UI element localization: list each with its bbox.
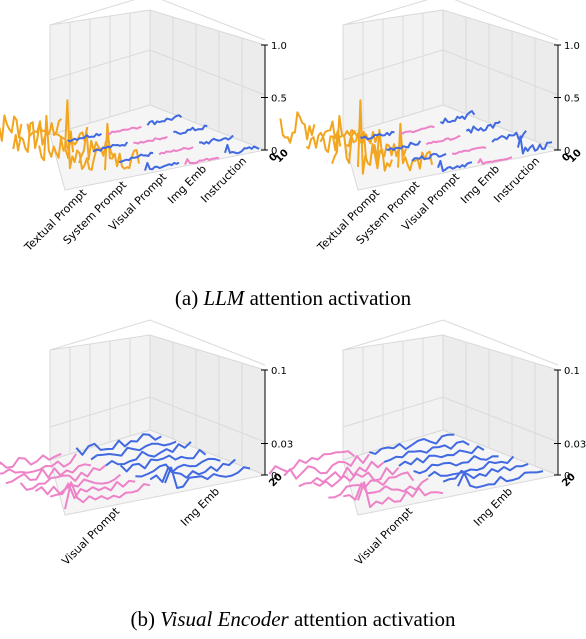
series-line [268,450,355,475]
series-line [283,453,370,480]
series-line [427,455,515,478]
series-line [386,140,422,151]
series-line [26,118,63,137]
series-line [328,471,415,499]
series-line [144,161,180,171]
series-line [319,120,356,143]
series-line [135,457,221,478]
series-line [397,122,433,172]
series-line [457,470,544,489]
series-line [75,433,162,456]
series-line [517,135,553,155]
series-line [371,129,408,162]
z-tick-label: 1.0 [271,41,287,52]
series-line [184,156,220,165]
series-line [66,132,102,143]
series-line [49,479,136,500]
series-line [360,130,395,141]
z-tick-label: 0.03 [564,440,586,451]
series-line [146,114,183,126]
series-line [90,440,177,461]
caption-b-italic: Visual Encoder [160,607,289,631]
caption-a-prefix: (a) [175,286,204,310]
z-tick-label: 1.0 [564,41,580,52]
series-line [0,114,23,142]
z-tick-label: 0.1 [564,366,580,377]
series-line [345,131,382,148]
series-line [400,125,435,135]
series-line [398,445,485,467]
series-line [118,151,154,163]
series-line [158,146,194,156]
series-line [279,111,316,144]
caption-a-suffix: attention activation [244,286,411,310]
caption-a-italic: LLM [202,286,245,310]
series-line [425,134,461,146]
series-line [413,455,499,475]
grid-line [342,49,559,96]
caption-b: (b) Visual Encoder attention activation [130,607,456,631]
series-line [12,120,49,153]
z-tick-label: 0 [564,146,570,157]
series-line [442,462,529,483]
series-line [149,458,236,483]
caption-a: (a) LLM attention activation [175,286,412,310]
series-line [224,143,260,155]
series-line [105,441,192,467]
series-line [465,120,501,134]
series-line [104,122,140,171]
series-line [64,481,151,510]
series-line [64,99,100,171]
caption-b-suffix: attention activation [289,607,456,631]
series-line [357,99,393,175]
series-line [331,114,368,165]
z-tick-label: 0 [271,471,277,482]
series-line [199,134,234,145]
z-tick-label: 0.03 [271,440,293,451]
caption-b-prefix: (b) [130,607,160,631]
grid-line [342,0,559,41]
series-line [411,152,447,162]
series-line [439,110,476,125]
series-line [343,477,429,501]
series-line [0,452,62,469]
series-line [477,156,513,165]
z-tick-label: 0.5 [271,94,287,105]
z-tick-label: 0.5 [564,94,580,105]
series-line [119,448,207,473]
series-line [383,440,470,463]
grid-line [342,396,559,443]
z-tick-label: 0 [564,471,570,482]
grid-line [49,49,266,96]
grid-line [49,0,266,41]
grid-line [342,319,559,366]
series-line [19,464,107,491]
grid-line [49,319,266,366]
z-tick-label: 0 [271,146,277,157]
series-line [5,463,92,485]
series-line [437,159,473,172]
z-tick-label: 0.1 [271,366,287,377]
series-line [34,473,122,496]
series-line [92,141,129,153]
series-line [38,114,75,162]
series-line [53,126,89,151]
series-line [133,135,168,145]
series-line [173,124,208,135]
series-line [451,146,487,155]
series-line [313,466,400,488]
series-line [107,125,142,135]
series-line [369,433,455,455]
series-line [164,466,251,489]
depth-tick-label: 20 [560,471,578,489]
grid-line [49,396,266,443]
series-line [357,481,444,509]
series-line [0,453,77,475]
